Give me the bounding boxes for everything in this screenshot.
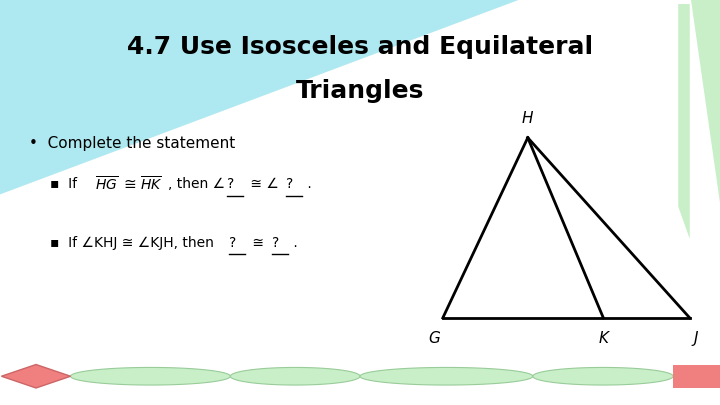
Polygon shape: [678, 4, 690, 239]
Text: $\overline{HG}$: $\overline{HG}$: [95, 175, 118, 194]
Text: ▪  If: ▪ If: [50, 177, 82, 191]
Polygon shape: [360, 367, 533, 385]
Text: J: J: [693, 331, 698, 346]
Text: K: K: [598, 331, 608, 346]
Text: .: .: [303, 177, 312, 191]
Polygon shape: [71, 367, 230, 385]
Text: , then ∠: , then ∠: [168, 177, 230, 191]
Text: Triangles: Triangles: [296, 79, 424, 103]
Text: ▪  If ∠KHJ ≅ ∠KJH, then: ▪ If ∠KHJ ≅ ∠KJH, then: [50, 236, 219, 250]
Text: ?: ?: [272, 236, 279, 250]
Text: ≅: ≅: [248, 236, 268, 250]
Polygon shape: [0, 0, 518, 194]
Text: 4.7 Use Isosceles and Equilateral: 4.7 Use Isosceles and Equilateral: [127, 34, 593, 59]
Text: H: H: [522, 111, 534, 126]
Text: ?: ?: [286, 177, 293, 191]
Polygon shape: [230, 367, 360, 385]
Text: .: .: [289, 236, 298, 250]
Text: G: G: [428, 331, 440, 346]
Polygon shape: [691, 0, 720, 202]
Polygon shape: [1, 364, 71, 388]
Text: •  Complete the statement: • Complete the statement: [29, 136, 235, 151]
Polygon shape: [533, 367, 673, 385]
Text: ≅ ∠: ≅ ∠: [246, 177, 284, 191]
Polygon shape: [673, 364, 720, 388]
Text: ?: ?: [227, 177, 234, 191]
Text: ?: ?: [229, 236, 236, 250]
Text: $\overline{HK}$: $\overline{HK}$: [140, 175, 162, 194]
Text: ≅: ≅: [124, 177, 137, 192]
